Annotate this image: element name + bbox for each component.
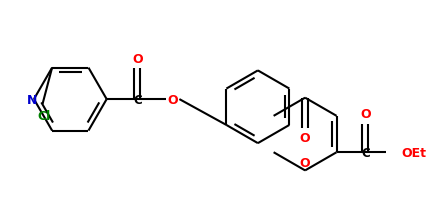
Text: N: N — [27, 93, 37, 106]
Text: Cl: Cl — [38, 109, 51, 122]
Text: OEt: OEt — [402, 146, 427, 159]
Text: C: C — [133, 93, 142, 106]
Text: C: C — [361, 146, 370, 159]
Text: O: O — [360, 108, 371, 121]
Text: O: O — [132, 53, 142, 66]
Text: O: O — [300, 132, 311, 145]
Text: O: O — [167, 93, 178, 106]
Text: O: O — [300, 156, 311, 169]
